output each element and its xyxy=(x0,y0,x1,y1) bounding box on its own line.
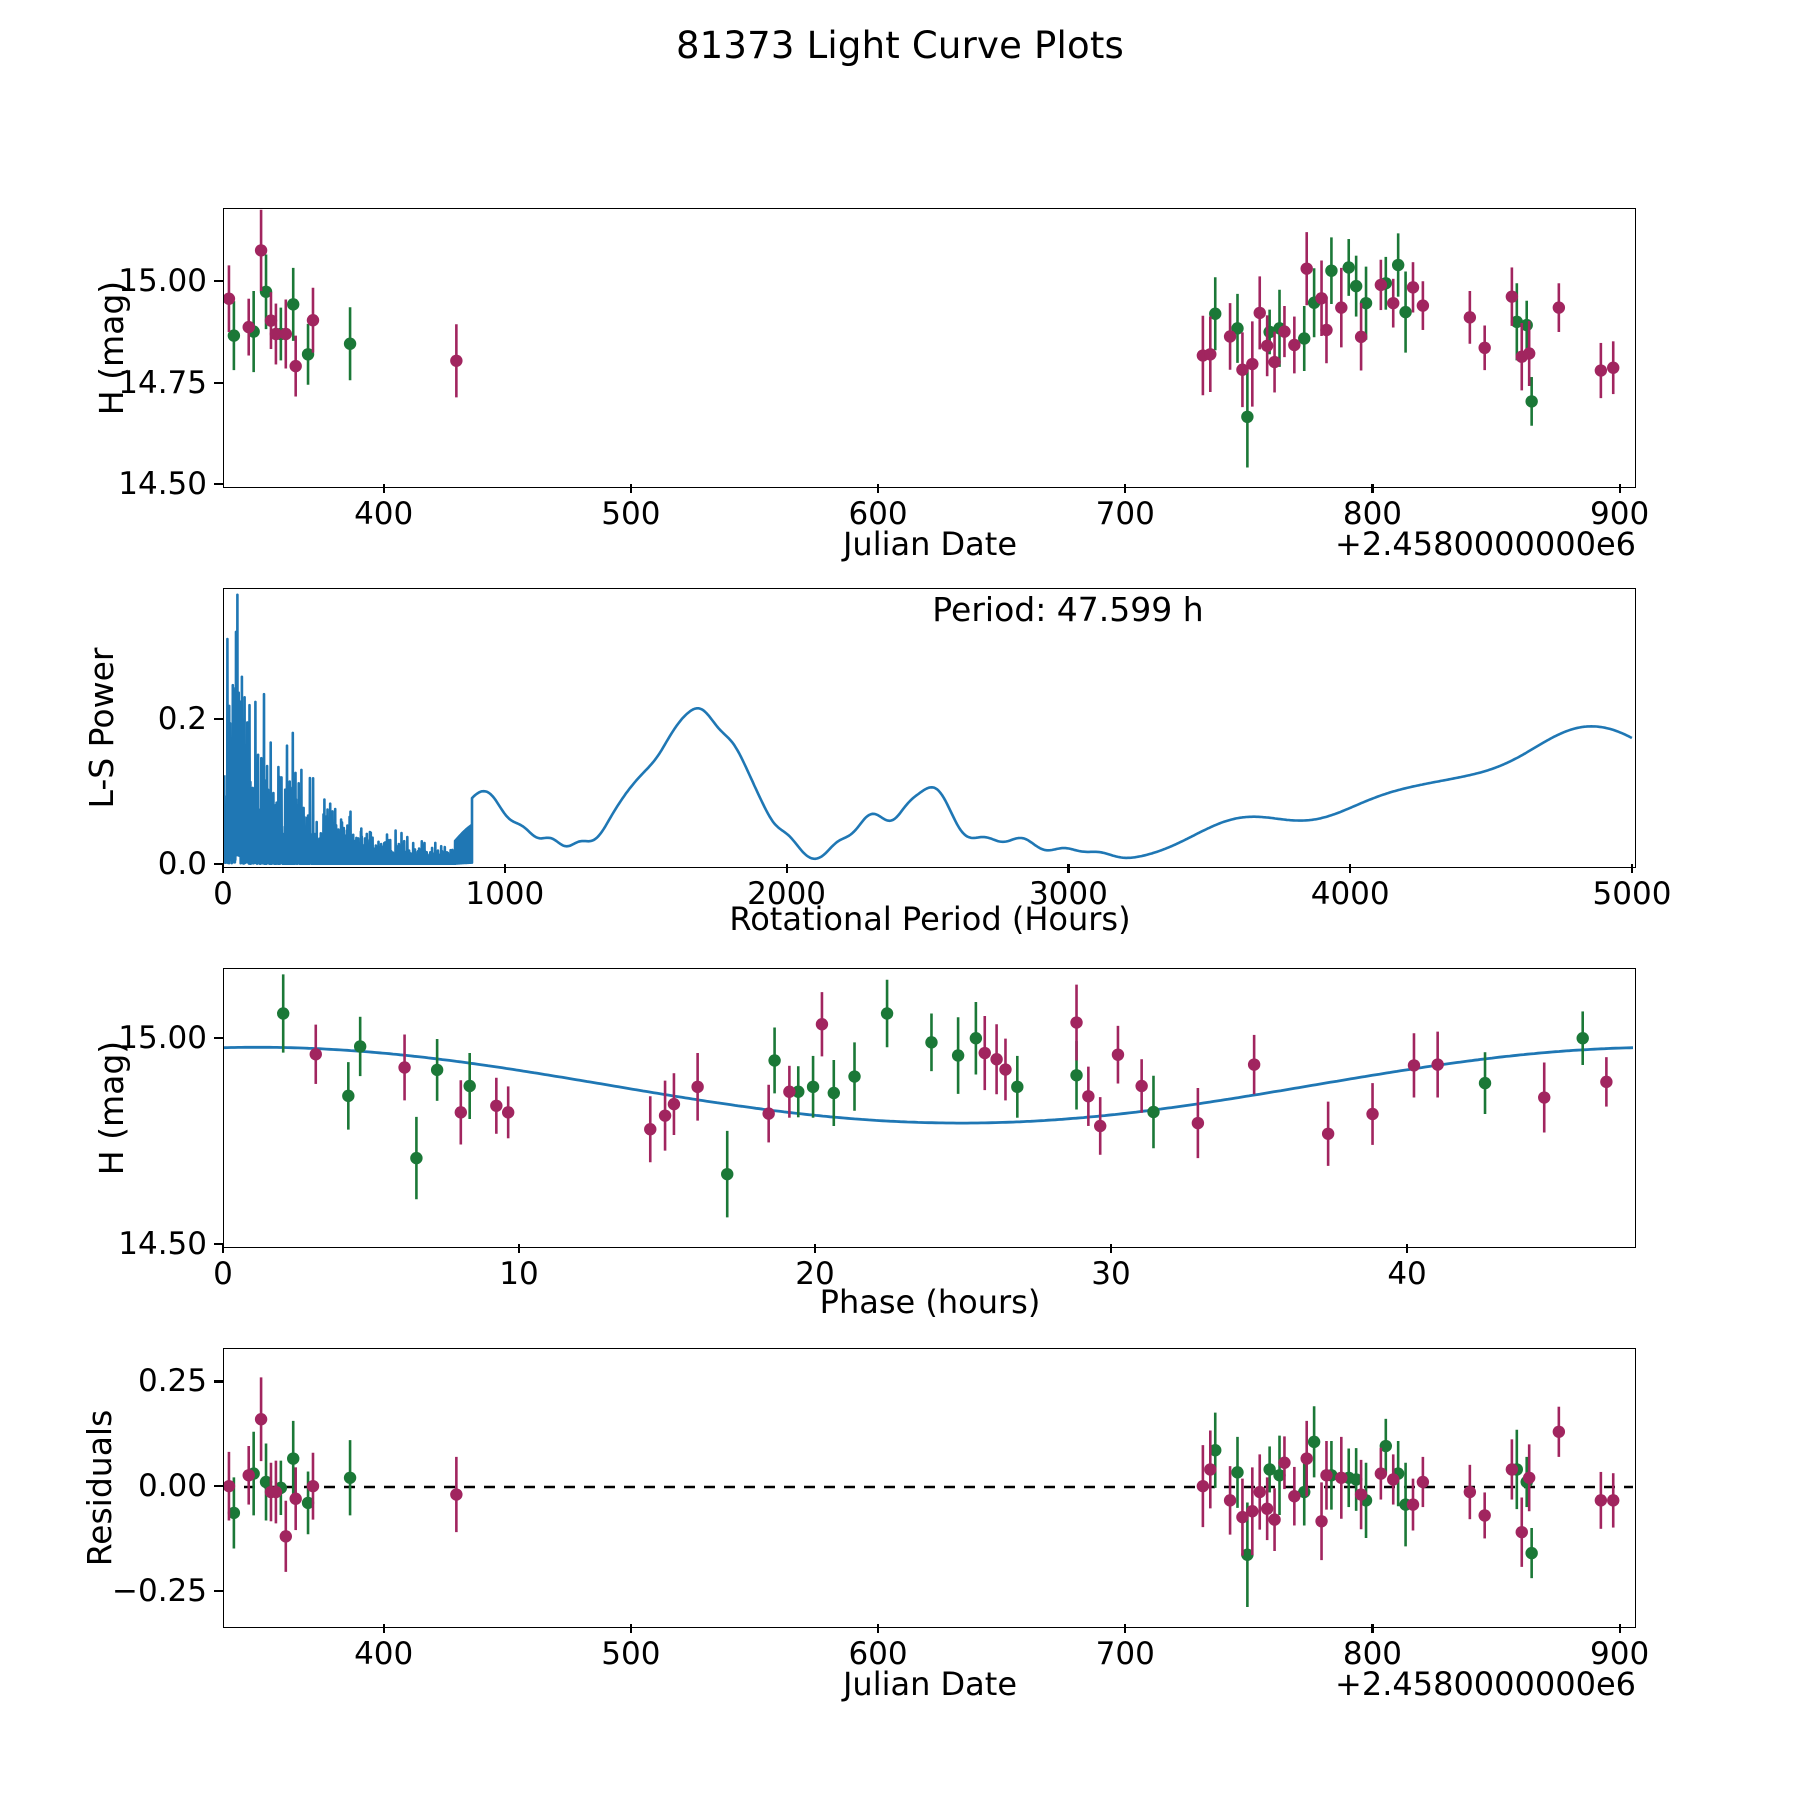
phase-ytick: 15.00 xyxy=(118,1020,207,1057)
periodogram-xtick: 3000 xyxy=(1028,876,1108,912)
axis-tick-mark xyxy=(214,483,223,486)
axis-tick-mark xyxy=(629,1624,633,1633)
series-magenta xyxy=(224,1377,1620,1572)
axis-tick-mark xyxy=(222,1244,225,1253)
phase-ytick: 14.50 xyxy=(118,1226,207,1262)
axis-tick-mark xyxy=(629,484,633,493)
axis-tick-mark xyxy=(1124,484,1127,493)
axis-tick-mark xyxy=(1371,484,1374,493)
periodogram-ytick: 0.2 xyxy=(157,700,207,737)
axis-tick-mark xyxy=(1067,864,1070,873)
periodogram-ytick: 0.0 xyxy=(157,846,207,882)
periodogram-line xyxy=(224,593,1633,865)
periodogram-xtick: 1000 xyxy=(465,876,545,912)
axis-tick-mark xyxy=(214,1243,223,1246)
phase-xtick: 40 xyxy=(1387,1256,1427,1292)
axis-tick-mark xyxy=(214,381,223,384)
lightcurve-xtick: 800 xyxy=(1342,496,1403,532)
axis-tick-mark xyxy=(214,863,223,866)
axis-tick-mark xyxy=(1618,1624,1621,1633)
residuals-xtick: 800 xyxy=(1342,1636,1403,1672)
periodogram-xtick: 2000 xyxy=(747,876,827,912)
axis-tick-mark xyxy=(877,1624,880,1633)
phase-xtick: 10 xyxy=(499,1256,539,1292)
periodogram-xtick: 5000 xyxy=(1592,876,1672,912)
axis-tick-mark xyxy=(214,1485,223,1488)
axis-tick-mark xyxy=(382,484,385,493)
lightcurve-ytick: 14.75 xyxy=(118,364,207,401)
phase-model-curve xyxy=(224,1045,1633,1125)
phase-ylabel: H (mag) xyxy=(92,1040,131,1176)
axis-tick-mark xyxy=(1631,864,1634,873)
residuals-xlabel: Julian Date xyxy=(842,1665,1018,1703)
axis-tick-mark xyxy=(518,1244,521,1253)
residuals-x-offset: +2.4580000000e6 xyxy=(1335,1665,1636,1703)
axis-tick-mark xyxy=(214,1589,223,1592)
axis-tick-mark xyxy=(503,864,506,873)
lightcurve-xtick: 400 xyxy=(354,496,414,532)
lightcurve-ytick: 14.50 xyxy=(118,466,207,502)
residuals-xtick: 900 xyxy=(1590,1636,1650,1672)
axis-tick-mark xyxy=(382,1624,385,1633)
residuals-ylabel: Residuals xyxy=(80,1409,119,1567)
phase-xtick: 30 xyxy=(1091,1256,1131,1292)
axis-tick-mark xyxy=(222,864,225,873)
lightcurve-xtick: 900 xyxy=(1590,496,1650,532)
residuals-xtick: 600 xyxy=(848,1636,908,1672)
periodogram-xlabel: Rotational Period (Hours) xyxy=(729,900,1131,938)
axis-tick-mark xyxy=(1110,1244,1113,1253)
residuals-ytick: −0.25 xyxy=(112,1572,207,1609)
axis-tick-mark xyxy=(1406,1244,1409,1253)
residuals-ytick: 0.00 xyxy=(137,1468,207,1504)
axis-tick-mark xyxy=(214,717,223,720)
axis-tick-mark xyxy=(1618,484,1621,493)
residuals-xtick: 400 xyxy=(354,1636,414,1672)
axis-tick-mark xyxy=(214,1380,223,1383)
phase-xtick: 20 xyxy=(795,1256,835,1292)
residuals-ytick: 0.25 xyxy=(137,1363,207,1400)
periodogram-ylabel: L-S Power xyxy=(82,647,121,809)
periodogram-panel xyxy=(223,588,1636,868)
axis-tick-mark xyxy=(214,280,223,283)
lightcurve-xtick: 500 xyxy=(601,496,661,532)
series-magenta xyxy=(309,984,1613,1166)
phase-xtick: 0 xyxy=(213,1256,233,1292)
axis-tick-mark xyxy=(785,864,788,873)
series-green xyxy=(227,233,1538,468)
axis-tick-mark xyxy=(1349,864,1352,873)
phase-panel xyxy=(223,968,1636,1248)
series-magenta xyxy=(224,209,1620,408)
residuals-xtick: 500 xyxy=(601,1636,661,1672)
lightcurve-panel xyxy=(223,208,1636,488)
phase-xlabel: Phase (hours) xyxy=(819,1283,1041,1321)
period-annotation: Period: 47.599 h xyxy=(932,590,1204,629)
residuals-panel xyxy=(223,1348,1636,1628)
axis-tick-mark xyxy=(877,484,880,493)
periodogram-xtick: 4000 xyxy=(1310,876,1390,912)
lightcurve-x-offset: +2.4580000000e6 xyxy=(1335,525,1636,563)
lightcurve-xtick: 700 xyxy=(1095,496,1155,532)
axis-tick-mark xyxy=(1371,1624,1374,1633)
lightcurve-ytick: 15.00 xyxy=(118,263,207,300)
series-green xyxy=(277,974,1589,1218)
axis-tick-mark xyxy=(214,1037,223,1040)
figure-title: 81373 Light Curve Plots xyxy=(675,24,1125,67)
lightcurve-xlabel: Julian Date xyxy=(842,525,1018,563)
axis-tick-mark xyxy=(1124,1624,1127,1633)
periodogram-xtick: 0 xyxy=(213,876,233,912)
lightcurve-xtick: 600 xyxy=(848,496,908,532)
residuals-xtick: 700 xyxy=(1095,1636,1155,1672)
axis-tick-mark xyxy=(814,1244,817,1253)
